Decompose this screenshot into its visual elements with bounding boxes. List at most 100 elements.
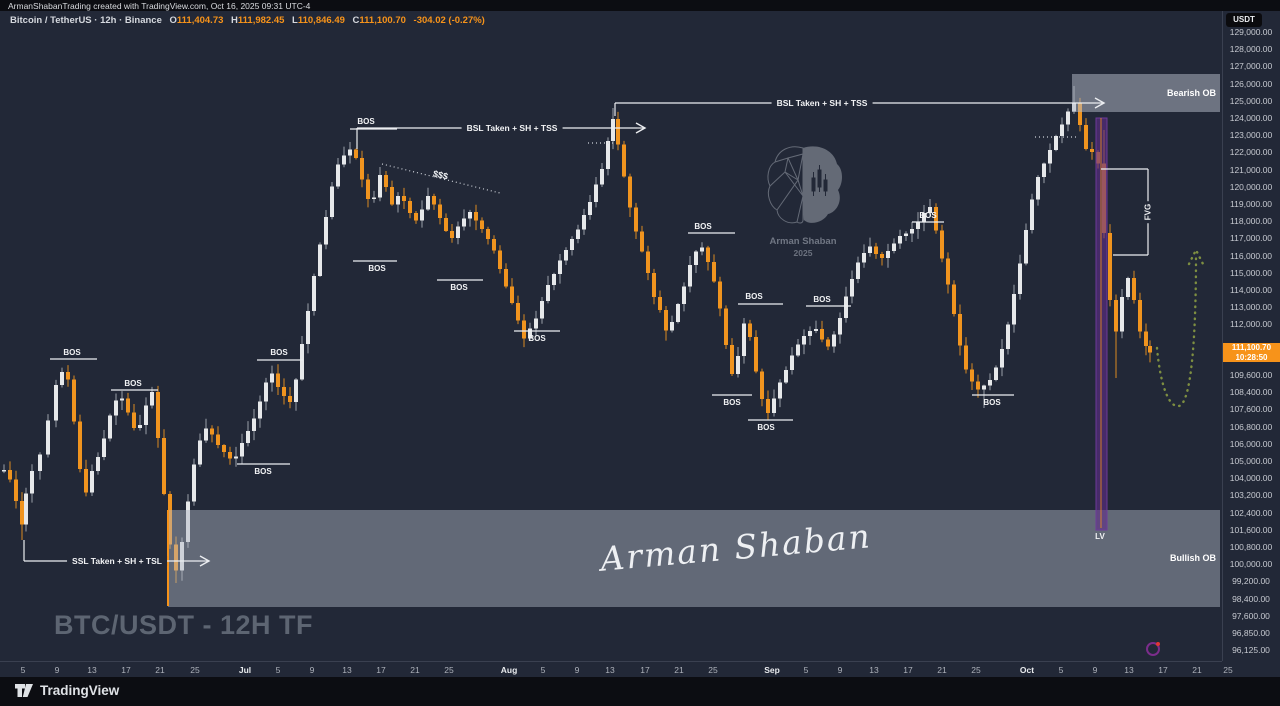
candle-up bbox=[96, 456, 100, 471]
time-axis-label: 25 bbox=[708, 665, 718, 675]
candle-down bbox=[976, 381, 980, 390]
bos-label[interactable]: BOS bbox=[357, 117, 375, 126]
bos-label[interactable]: BOS bbox=[63, 348, 81, 357]
candle-up bbox=[150, 391, 154, 406]
bsl-annotation-2[interactable]: BSL Taken + SH + TSS bbox=[771, 98, 873, 108]
candle-down bbox=[480, 220, 484, 230]
currency-toggle-button[interactable]: USDT bbox=[1226, 13, 1262, 27]
candle-down bbox=[390, 186, 394, 205]
candle-up bbox=[694, 251, 698, 265]
candle-up bbox=[600, 168, 604, 185]
bos-label[interactable]: BOS bbox=[757, 423, 775, 432]
ssl-annotation[interactable]: SSL Taken + SH + TSL bbox=[67, 556, 167, 566]
price-axis-label: 103,200.00 bbox=[1229, 490, 1273, 501]
replay-swirl-icon[interactable] bbox=[1146, 642, 1160, 656]
candle-down bbox=[628, 176, 632, 208]
change-value: -304.02 (-0.27%) bbox=[413, 15, 485, 26]
dotted-trendline[interactable] bbox=[381, 163, 501, 194]
candle-up bbox=[558, 260, 562, 274]
bos-label[interactable]: BOS bbox=[694, 222, 712, 231]
candle-up bbox=[468, 211, 472, 219]
time-axis-label: 13 bbox=[342, 665, 352, 675]
candle-down bbox=[432, 195, 436, 205]
bsl-annotation-1[interactable]: BSL Taken + SH + TSS bbox=[461, 123, 563, 133]
bos-label[interactable]: BOS bbox=[124, 379, 142, 388]
projection-arrow-path[interactable] bbox=[1155, 254, 1198, 408]
candle-up bbox=[928, 207, 932, 214]
bos-label[interactable]: BOS bbox=[368, 264, 386, 273]
candle-up bbox=[180, 541, 184, 571]
time-axis-label: 9 bbox=[309, 665, 315, 675]
tradingview-logo[interactable]: TradingView bbox=[14, 683, 119, 698]
bos-label[interactable]: BOS bbox=[450, 283, 468, 292]
candle-up bbox=[576, 229, 580, 239]
price-axis[interactable]: 129,000.00 128,000.00 127,000.00 126,000.00… bbox=[1222, 11, 1280, 661]
candle-down bbox=[1108, 232, 1112, 301]
candle-down bbox=[156, 391, 160, 439]
open-value: 111,404.73 bbox=[176, 15, 224, 26]
bos-label[interactable]: BOS bbox=[983, 398, 1001, 407]
candle-down bbox=[1114, 300, 1118, 332]
bearish-ob-zone[interactable] bbox=[1072, 74, 1220, 112]
candle-down bbox=[444, 217, 448, 231]
candle-up bbox=[60, 371, 64, 385]
time-axis-label: 21 bbox=[937, 665, 947, 675]
price-axis-label: 122,000.00 bbox=[1229, 147, 1273, 158]
bullish-ob-zone[interactable] bbox=[168, 510, 1220, 607]
candle-down bbox=[658, 296, 662, 311]
candle-down bbox=[216, 434, 220, 446]
candle-up bbox=[1060, 124, 1064, 137]
time-axis-month-label: Aug bbox=[500, 665, 518, 675]
candle-up bbox=[102, 438, 106, 457]
candle-down bbox=[288, 395, 292, 402]
time-axis-label: 21 bbox=[1192, 665, 1202, 675]
candle-down bbox=[14, 479, 18, 502]
candle-down bbox=[174, 544, 178, 571]
tradingview-logo-icon bbox=[15, 684, 33, 697]
candle-down bbox=[384, 174, 388, 187]
price-axis-label: 97,600.00 bbox=[1232, 610, 1270, 621]
candle-down bbox=[952, 284, 956, 314]
price-axis-label: 104,000.00 bbox=[1229, 473, 1273, 484]
candle-down bbox=[210, 428, 214, 435]
price-axis-label: 100,800.00 bbox=[1229, 542, 1273, 552]
candle-up bbox=[790, 355, 794, 370]
bos-label[interactable]: BOS bbox=[254, 467, 272, 476]
candle-up bbox=[784, 369, 788, 383]
price-axis-label: 101,600.00 bbox=[1229, 524, 1273, 535]
candle-up bbox=[988, 379, 992, 386]
bos-label[interactable]: BOS bbox=[813, 295, 831, 304]
bos-label[interactable]: BOS bbox=[745, 292, 763, 301]
candle-up bbox=[312, 275, 316, 312]
candle-up bbox=[144, 405, 148, 425]
candle-down bbox=[486, 229, 490, 240]
candle-up bbox=[198, 440, 202, 465]
symbol-info-bar[interactable]: Bitcoin / TetherUS · 12h · Binance O111,… bbox=[10, 15, 485, 26]
candle-up bbox=[814, 329, 818, 332]
candle-up bbox=[898, 236, 902, 244]
bearish-ob-label[interactable]: Bearish OB bbox=[1166, 88, 1216, 98]
candle-down bbox=[820, 329, 824, 340]
candle-down bbox=[874, 246, 878, 254]
candle-down bbox=[964, 345, 968, 370]
price-axis-label: 107,600.00 bbox=[1229, 404, 1273, 415]
time-axis[interactable]: 5 9 13 17 21 25 Jul 5 9 13 17 21 25 Aug 5 9 13 17 21 25 Sep 5… bbox=[0, 661, 1233, 678]
last-price-badge: 111,100.70 10:28:50 bbox=[1223, 343, 1280, 362]
candle-down bbox=[402, 195, 406, 202]
candle-down bbox=[522, 320, 526, 339]
bos-label[interactable]: BOS bbox=[919, 211, 937, 220]
candle-up bbox=[456, 226, 460, 239]
symbol-title[interactable]: Bitcoin / TetherUS · 12h · Binance bbox=[10, 15, 162, 26]
bos-label[interactable]: BOS bbox=[528, 334, 546, 343]
candle-up bbox=[796, 344, 800, 356]
bos-label[interactable]: BOS bbox=[723, 398, 741, 407]
bullish-ob-label[interactable]: Bullish OB bbox=[1169, 553, 1216, 563]
candle-down bbox=[706, 247, 710, 263]
time-axis-label: 13 bbox=[1124, 665, 1134, 675]
bos-label[interactable]: BOS bbox=[270, 348, 288, 357]
candle-up bbox=[736, 356, 740, 374]
lv-label[interactable]: LV bbox=[1095, 532, 1105, 541]
price-axis-label: 109,600.00 bbox=[1229, 370, 1273, 380]
fvg-label[interactable]: FVG bbox=[1143, 200, 1153, 224]
